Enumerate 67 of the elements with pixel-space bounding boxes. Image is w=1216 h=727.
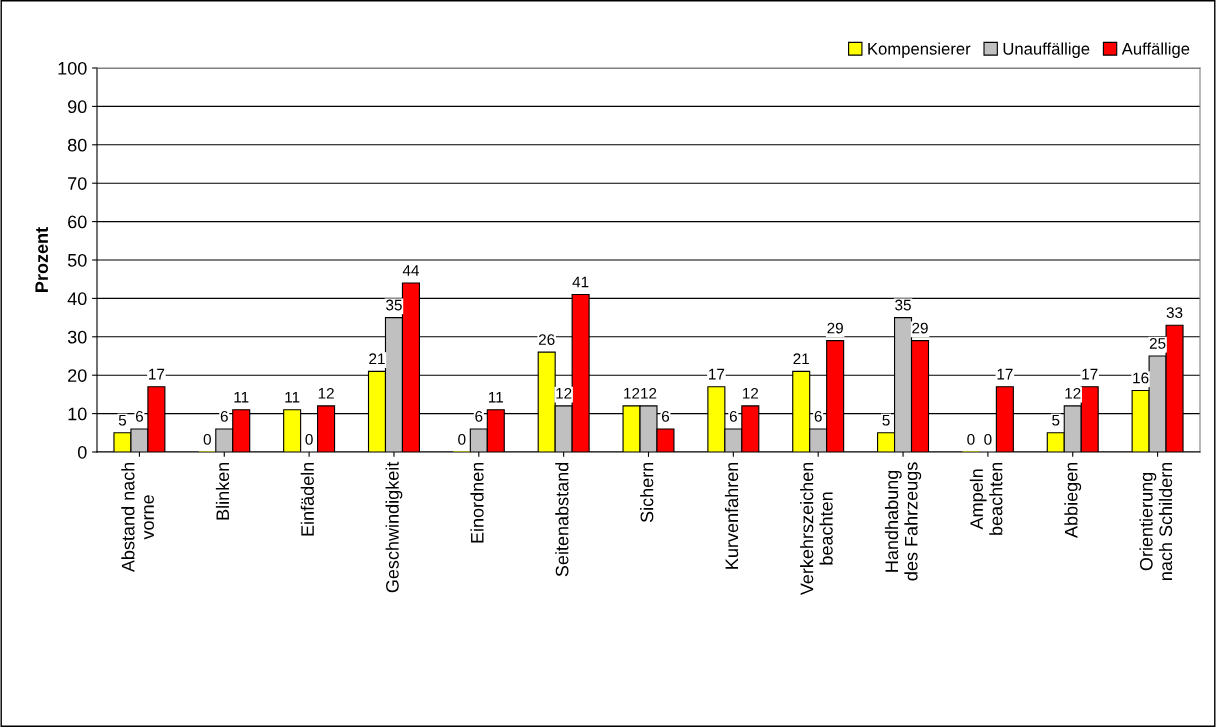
x-tick-label: Geschwindigkeit xyxy=(385,461,403,593)
data-label: 12 xyxy=(1065,387,1081,399)
y-tick-label: 10 xyxy=(68,407,87,421)
y-tick-label: 100 xyxy=(58,61,87,75)
data-label: 0 xyxy=(967,434,975,445)
data-label: 29 xyxy=(912,322,928,334)
data-label: 21 xyxy=(793,353,809,365)
data-label: 17 xyxy=(709,368,725,380)
data-label: 41 xyxy=(572,276,589,288)
x-tick-label: Einfädeln xyxy=(300,462,314,536)
y-tick-label: 40 xyxy=(67,292,87,306)
data-label: 6 xyxy=(729,410,737,422)
data-label: 25 xyxy=(1149,338,1166,349)
data-label: 26 xyxy=(538,334,555,345)
y-tick-label: 50 xyxy=(67,253,87,267)
data-label: 5 xyxy=(1052,414,1060,426)
y-tick-label: 70 xyxy=(68,177,87,190)
data-label: 17 xyxy=(149,368,165,380)
legend-label: Kompensierer xyxy=(868,42,971,58)
data-label: 44 xyxy=(402,265,419,276)
x-tick-label: Seitenabstand xyxy=(555,462,569,577)
data-label: 0 xyxy=(458,434,466,445)
x-tick-label: Einordnen xyxy=(470,462,484,543)
legend-label: Unauffällige xyxy=(1003,42,1090,58)
data-label: 11 xyxy=(489,391,503,403)
x-tick-label: Kurvenfahren xyxy=(724,462,739,569)
x-tick-label: Sichern xyxy=(640,462,654,523)
data-label: 17 xyxy=(997,368,1013,380)
x-tick-label: Abstand nach vorne xyxy=(121,462,154,573)
x-tick-label: Orientierung nach Schildern xyxy=(1139,462,1173,580)
data-label: 6 xyxy=(220,410,228,422)
x-tick-label: Abbiegen xyxy=(1064,462,1082,538)
data-label: 6 xyxy=(814,410,822,422)
x-tick-label: Blinken xyxy=(215,462,230,520)
data-label: 11 xyxy=(285,391,300,403)
y-tick-label: 90 xyxy=(68,100,87,114)
y-tick-label: 30 xyxy=(67,330,87,344)
y-tick-label: 20 xyxy=(68,369,87,382)
data-label: 6 xyxy=(135,410,143,422)
y-tick-label: 80 xyxy=(67,138,87,152)
data-label: 0 xyxy=(203,434,211,445)
x-tick-label: Handhabung des Fahrzeugs xyxy=(884,462,922,581)
data-label: 29 xyxy=(827,322,843,334)
data-label: 5 xyxy=(882,414,890,426)
data-label: 17 xyxy=(1082,368,1098,380)
data-label: 6 xyxy=(475,410,483,422)
y-tick-label: 0 xyxy=(77,445,87,459)
x-tick-label: Ampeln beachten xyxy=(969,462,1003,535)
data-label: 12 xyxy=(624,387,640,399)
data-label: 21 xyxy=(369,353,385,365)
data-label: 0 xyxy=(984,434,992,445)
data-label: 6 xyxy=(662,410,670,422)
y-axis-title: Prozent xyxy=(35,227,49,292)
data-label: 0 xyxy=(305,434,313,445)
y-tick-label: 60 xyxy=(68,215,87,229)
data-label: 35 xyxy=(895,299,911,311)
data-label: 11 xyxy=(234,391,249,403)
data-label: 12 xyxy=(641,387,657,399)
data-label: 33 xyxy=(1166,307,1183,319)
data-label: 12 xyxy=(556,387,572,399)
legend-label: Auffällige xyxy=(1121,42,1190,58)
data-label: 16 xyxy=(1133,372,1149,384)
data-label: 12 xyxy=(742,387,759,399)
data-label: 12 xyxy=(318,387,334,399)
x-tick-label: Verkehrszeichen beachten xyxy=(800,462,833,596)
data-label: 35 xyxy=(386,299,402,311)
data-label: 5 xyxy=(118,414,127,426)
